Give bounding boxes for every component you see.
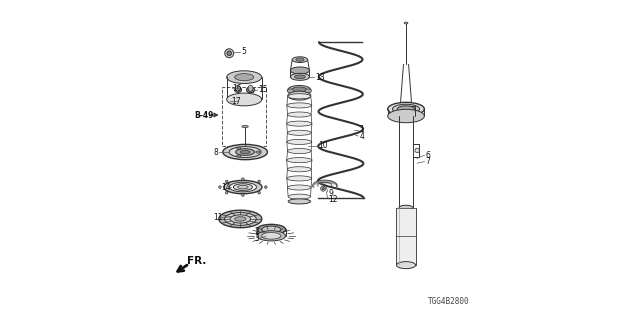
- Ellipse shape: [223, 144, 268, 160]
- Circle shape: [258, 180, 260, 183]
- Circle shape: [322, 188, 324, 190]
- Text: 13: 13: [315, 73, 324, 82]
- Ellipse shape: [240, 100, 246, 102]
- Ellipse shape: [224, 180, 262, 194]
- Ellipse shape: [288, 194, 310, 199]
- Ellipse shape: [235, 74, 253, 81]
- Ellipse shape: [236, 89, 240, 91]
- Ellipse shape: [292, 87, 307, 93]
- Ellipse shape: [246, 87, 255, 93]
- Ellipse shape: [229, 147, 261, 157]
- Text: TGG4B2800: TGG4B2800: [428, 297, 470, 306]
- Ellipse shape: [287, 167, 311, 172]
- Ellipse shape: [237, 100, 249, 103]
- Ellipse shape: [287, 185, 311, 190]
- Ellipse shape: [235, 217, 246, 221]
- Ellipse shape: [237, 155, 241, 157]
- Text: 11: 11: [213, 213, 223, 222]
- Circle shape: [227, 51, 232, 55]
- Ellipse shape: [230, 215, 251, 223]
- Circle shape: [225, 49, 234, 58]
- Circle shape: [321, 186, 326, 191]
- Text: 9: 9: [328, 189, 333, 198]
- Ellipse shape: [392, 104, 420, 114]
- Ellipse shape: [288, 199, 310, 204]
- Ellipse shape: [262, 226, 281, 233]
- Text: 5: 5: [241, 47, 246, 56]
- Circle shape: [225, 180, 228, 183]
- Ellipse shape: [227, 93, 262, 106]
- Text: 4: 4: [360, 132, 364, 140]
- Circle shape: [242, 178, 244, 180]
- Ellipse shape: [296, 58, 304, 61]
- Ellipse shape: [292, 57, 308, 62]
- Ellipse shape: [294, 75, 305, 79]
- Text: 8: 8: [213, 148, 218, 156]
- Text: 15: 15: [258, 85, 268, 94]
- Text: 17: 17: [231, 97, 241, 106]
- Ellipse shape: [388, 102, 424, 116]
- Ellipse shape: [237, 147, 241, 149]
- Ellipse shape: [287, 89, 294, 93]
- Ellipse shape: [288, 94, 311, 99]
- Ellipse shape: [236, 149, 255, 156]
- Ellipse shape: [287, 176, 312, 181]
- Ellipse shape: [241, 150, 250, 154]
- Ellipse shape: [256, 151, 260, 153]
- Text: 7: 7: [425, 157, 430, 166]
- Ellipse shape: [227, 71, 262, 84]
- Ellipse shape: [287, 121, 312, 126]
- Ellipse shape: [388, 109, 424, 123]
- Ellipse shape: [262, 233, 281, 239]
- Ellipse shape: [234, 184, 252, 190]
- Circle shape: [242, 194, 244, 196]
- Bar: [221, 87, 266, 146]
- Circle shape: [225, 191, 228, 194]
- Text: 10: 10: [319, 141, 328, 150]
- Ellipse shape: [287, 148, 311, 154]
- Bar: [396, 208, 415, 265]
- Ellipse shape: [288, 85, 311, 94]
- Ellipse shape: [287, 112, 311, 117]
- Text: FR.: FR.: [187, 256, 206, 266]
- Ellipse shape: [287, 130, 311, 135]
- Ellipse shape: [287, 103, 312, 108]
- Ellipse shape: [248, 88, 253, 91]
- Ellipse shape: [235, 87, 242, 92]
- Circle shape: [415, 148, 419, 153]
- Ellipse shape: [236, 85, 240, 92]
- Ellipse shape: [248, 85, 253, 92]
- Text: 14: 14: [221, 183, 231, 192]
- Circle shape: [258, 191, 260, 194]
- Ellipse shape: [291, 67, 310, 74]
- Ellipse shape: [396, 262, 415, 269]
- Text: 6: 6: [425, 151, 430, 160]
- Text: 3: 3: [255, 234, 260, 243]
- Ellipse shape: [287, 157, 312, 163]
- Circle shape: [264, 186, 267, 188]
- Text: B-49: B-49: [195, 110, 214, 119]
- Ellipse shape: [229, 182, 257, 192]
- Ellipse shape: [397, 106, 415, 112]
- Ellipse shape: [288, 91, 311, 100]
- Ellipse shape: [237, 185, 248, 189]
- Ellipse shape: [305, 89, 312, 93]
- Ellipse shape: [287, 139, 312, 144]
- Ellipse shape: [399, 205, 413, 210]
- Text: 16: 16: [232, 84, 242, 93]
- Text: 1: 1: [360, 125, 364, 134]
- Text: 12: 12: [328, 195, 338, 204]
- Ellipse shape: [404, 22, 408, 24]
- Ellipse shape: [225, 212, 256, 225]
- Ellipse shape: [257, 231, 285, 241]
- Ellipse shape: [242, 125, 248, 128]
- Ellipse shape: [257, 224, 285, 235]
- Circle shape: [219, 186, 221, 188]
- Ellipse shape: [219, 210, 262, 228]
- Text: 2: 2: [255, 227, 259, 236]
- Ellipse shape: [291, 73, 310, 80]
